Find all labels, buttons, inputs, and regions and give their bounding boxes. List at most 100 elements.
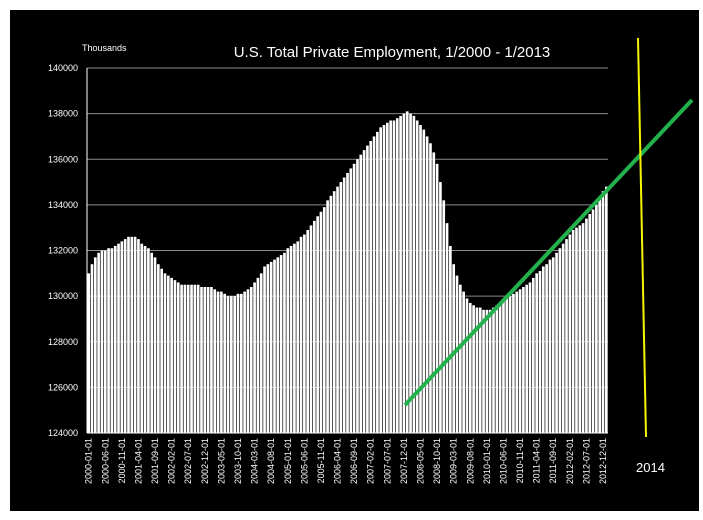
bar xyxy=(412,115,416,433)
bar xyxy=(123,239,127,433)
bar xyxy=(478,307,482,433)
bar xyxy=(316,216,319,433)
bar xyxy=(495,305,499,433)
bar xyxy=(289,245,293,433)
bar xyxy=(97,252,100,433)
bar xyxy=(376,131,379,433)
bar xyxy=(595,204,598,433)
bar xyxy=(273,259,276,433)
bar xyxy=(551,257,555,433)
bar xyxy=(402,113,406,433)
y-tick-label: 126000 xyxy=(48,382,78,392)
bar xyxy=(220,291,223,433)
bar xyxy=(555,252,558,433)
bar xyxy=(87,273,90,433)
bar xyxy=(216,291,220,433)
y-tick-label: 140000 xyxy=(48,63,78,73)
bar xyxy=(442,200,446,433)
bar xyxy=(535,273,538,433)
bar xyxy=(508,296,512,433)
x-tick-label: 2008-05-01 xyxy=(416,438,426,484)
bar xyxy=(137,239,140,433)
bar xyxy=(243,291,246,433)
bar xyxy=(359,154,363,433)
bar xyxy=(389,120,392,433)
bar xyxy=(336,186,339,433)
y-tick-label: 138000 xyxy=(48,109,78,119)
bar xyxy=(346,172,349,433)
bar xyxy=(90,264,94,433)
bar xyxy=(113,245,117,433)
bar xyxy=(186,284,190,433)
x-tick-label: 2009-03-01 xyxy=(449,438,459,484)
bar xyxy=(279,255,283,433)
bar xyxy=(482,309,485,433)
bar xyxy=(565,239,568,433)
bar xyxy=(485,309,489,433)
bar xyxy=(332,191,336,433)
bar xyxy=(269,261,273,433)
y-tick-label: 136000 xyxy=(48,154,78,164)
x-tick-label: 2011-04-01 xyxy=(532,438,542,483)
bar xyxy=(276,257,280,433)
y-tick-label: 134000 xyxy=(48,200,78,210)
bar xyxy=(233,296,236,433)
bar xyxy=(598,198,602,433)
bar xyxy=(153,257,157,433)
bar xyxy=(601,191,605,433)
bar xyxy=(256,277,260,433)
marker-line xyxy=(637,37,647,438)
bar xyxy=(319,211,323,433)
bar xyxy=(372,136,376,433)
x-tick-label: 2006-04-01 xyxy=(333,438,343,484)
x-tick-label: 2010-01-01 xyxy=(482,438,492,484)
bar xyxy=(541,266,545,433)
bar xyxy=(422,129,426,433)
bar xyxy=(465,298,469,433)
x-tick-label: 2001-04-01 xyxy=(133,438,143,484)
bar xyxy=(309,225,313,433)
bar xyxy=(545,264,548,433)
bar xyxy=(266,264,270,433)
bar xyxy=(249,287,253,433)
bar xyxy=(425,136,429,433)
bar xyxy=(356,159,359,433)
bar xyxy=(226,296,230,433)
bar xyxy=(492,307,495,433)
bar xyxy=(170,277,173,433)
bar xyxy=(127,236,130,433)
x-tick-label: 2006-09-01 xyxy=(349,438,359,484)
bar xyxy=(306,229,310,433)
bar xyxy=(502,300,505,433)
bar xyxy=(585,218,588,433)
y-unit-label: Thousands xyxy=(82,43,127,53)
bar xyxy=(445,223,449,433)
bar xyxy=(538,271,542,433)
bar xyxy=(236,293,240,433)
bar xyxy=(405,111,409,433)
bar xyxy=(561,243,565,433)
x-tick-label: 2007-07-01 xyxy=(382,438,392,484)
x-tick-label: 2005-06-01 xyxy=(299,438,309,484)
bar xyxy=(239,293,243,433)
x-tick-label: 2004-08-01 xyxy=(266,438,276,484)
bar xyxy=(395,118,399,433)
bar xyxy=(150,252,154,433)
bar xyxy=(133,236,137,433)
y-tick-label: 130000 xyxy=(48,291,78,301)
bar xyxy=(392,120,396,433)
bar xyxy=(117,243,120,433)
bar xyxy=(342,177,346,433)
bar xyxy=(110,248,114,433)
bar xyxy=(200,287,203,433)
bar xyxy=(488,309,492,433)
bar xyxy=(352,163,356,433)
x-tick-label: 2004-03-01 xyxy=(250,438,260,484)
x-tick-label: 2000-01-01 xyxy=(84,438,94,484)
bar xyxy=(475,307,479,433)
bar xyxy=(548,259,552,433)
bar xyxy=(173,280,177,433)
bar xyxy=(432,152,436,433)
x-tick-label: 2003-10-01 xyxy=(233,438,243,484)
